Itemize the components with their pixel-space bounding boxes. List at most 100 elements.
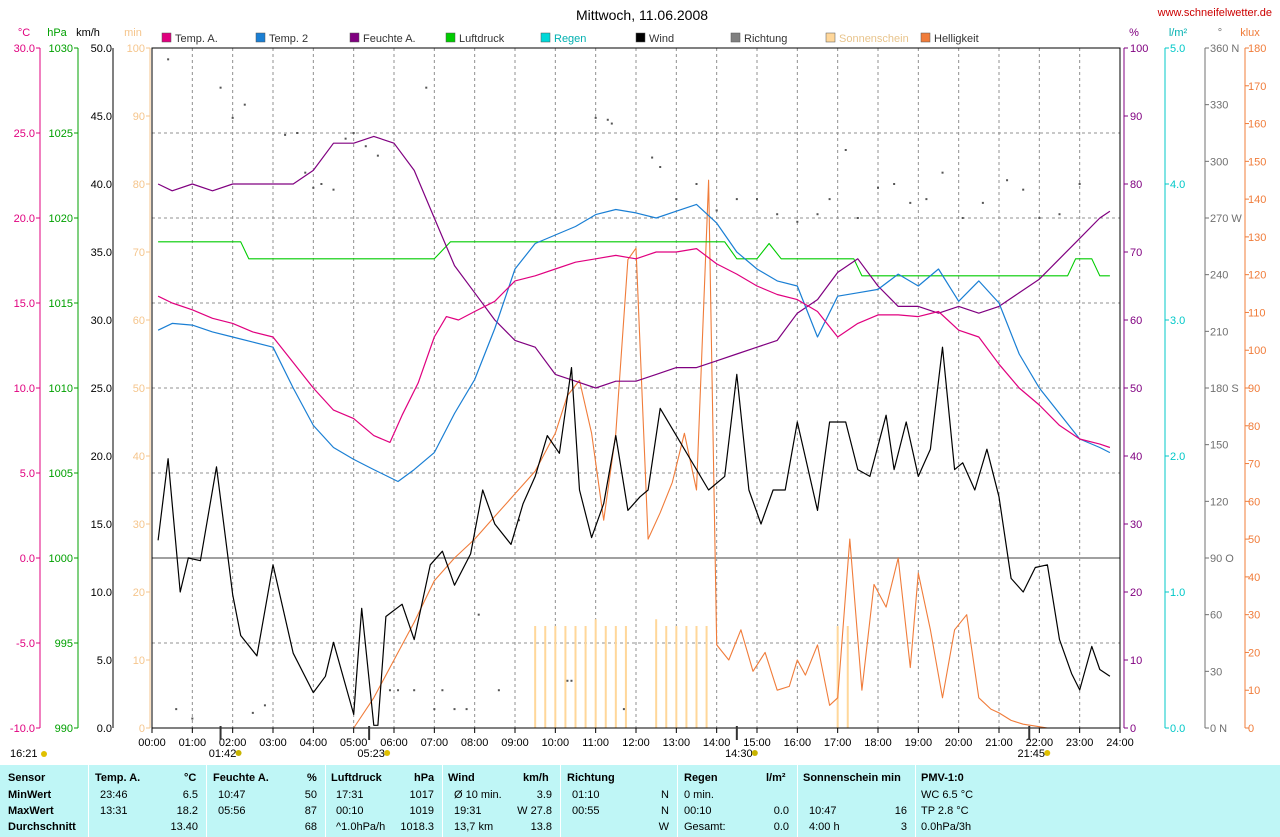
sun-tick-label-5: 50 [133, 383, 145, 395]
x-tick-label-21: 21:00 [985, 737, 1013, 749]
col-temp: Temp. A. [95, 772, 141, 784]
light-tick-label-11: 70 [1248, 459, 1260, 471]
direction-dot-44 [816, 213, 819, 216]
legend: Temp. A. Temp. 2 Feuchte A. Luftdruck Regen W… [161, 32, 979, 45]
stat-maxwert-hum-time: 05:56 [218, 805, 246, 817]
temp-tick-label-3: 15.0 [14, 298, 35, 310]
direction-tick-label-2: 300 [1210, 156, 1228, 168]
x-tick-label-10: 10:00 [542, 737, 570, 749]
direction-dot-29 [566, 679, 569, 682]
light-tick-label-6: 120 [1248, 270, 1266, 282]
sun-tick-label-0: 100 [127, 43, 145, 55]
light-tick-label-14: 40 [1248, 572, 1260, 584]
stat-durchschnitt-dir-val: W [658, 821, 669, 833]
series-line-feuchte-a- [157, 135, 1111, 389]
direction-tick-label-0: 360 N [1210, 43, 1239, 55]
direction-dot-48 [877, 186, 879, 189]
pressure-tick-label-3: 1015 [49, 298, 73, 310]
stat-durchschnitt-pres-time: ^1.0hPa/h [336, 821, 386, 833]
col-humidity-unit: % [307, 772, 317, 784]
col-pressure: Luftdruck [331, 772, 382, 784]
direction-dot-18 [388, 689, 391, 692]
direction-dot-59 [1078, 183, 1081, 185]
direction-dot-36 [659, 166, 662, 168]
humidity-tick-label-0: 100 [1130, 43, 1148, 55]
stat-maxwert-dir-val: N [661, 805, 669, 817]
light-tick-label-7: 110 [1248, 307, 1266, 319]
direction-dot-51 [925, 198, 928, 201]
direction-dot-26 [477, 613, 480, 616]
direction-dot-0 [167, 58, 170, 61]
col-sunshine: Sonnenschein min [803, 772, 901, 784]
light-tick-label-18: 0 [1248, 723, 1254, 735]
temp-tick-label-4: 10.0 [14, 383, 35, 395]
direction-dot-58 [1058, 213, 1061, 216]
temp-tick-label-0: 30.0 [14, 43, 35, 55]
unit-label-1: hPa [47, 27, 67, 39]
direction-dot-55 [1006, 179, 1009, 182]
stat-minwert-pres-val: 1017 [409, 789, 434, 801]
direction-dot-27 [497, 689, 500, 692]
col-temp-unit: °C [184, 772, 197, 784]
series-line-helligkeit [152, 179, 1060, 729]
x-tick-label-15: 15:00 [743, 737, 771, 749]
sun-tick-label-7: 30 [133, 519, 145, 531]
direction-dot-30 [570, 679, 573, 682]
stat-durchschnitt-pres-val: 1018.3 [400, 821, 434, 833]
direction-dot-7 [263, 704, 266, 707]
direction-dot-31 [594, 116, 597, 119]
light-tick-label-8: 100 [1248, 345, 1266, 357]
legend-swatch-3 [445, 32, 456, 43]
stat-durchschnitt-pmv: 0.0hPa/3h [921, 821, 972, 833]
stat-maxwert-temp-time: 13:31 [100, 805, 128, 817]
pressure-tick-label-2: 1020 [49, 213, 73, 225]
direction-dot-52 [941, 171, 944, 174]
light-tick-label-13: 50 [1248, 534, 1260, 546]
direction-dot-23 [441, 689, 444, 692]
temp-tick-label-7: -5.0 [16, 638, 35, 650]
sunrise-icon [384, 750, 391, 756]
stat-durchschnitt-wind-val: 13.8 [530, 821, 552, 833]
wind-tick-label-8: 10.0 [91, 587, 112, 599]
rain-tick-label-5: 0.0 [1170, 723, 1185, 735]
direction-tick-label-10: 60 [1210, 610, 1222, 622]
wind-tick-label-0: 50.0 [91, 43, 112, 55]
light-tick-label-9: 90 [1248, 383, 1260, 395]
x-tick-label-24: 24:00 [1106, 737, 1134, 749]
x-tick-label-8: 08:00 [461, 737, 489, 749]
direction-tick-label-6: 180 S [1210, 383, 1239, 395]
legend-swatch-2 [349, 32, 360, 43]
direction-dot-22 [433, 708, 436, 711]
direction-tick-label-7: 150 [1210, 440, 1228, 452]
unit-label-5: l/m² [1169, 27, 1188, 39]
direction-dot-42 [776, 213, 779, 216]
legend-swatch-1 [255, 32, 266, 43]
light-tick-label-1: 170 [1248, 81, 1266, 93]
direction-dot-6 [251, 711, 254, 714]
temp-tick-label-2: 20.0 [14, 213, 35, 225]
sunrise-label: 05:23 [357, 748, 385, 760]
moonset-label: 14:30 [725, 748, 753, 760]
moonrise-label: 01:42 [209, 748, 237, 760]
pressure-tick-label-6: 1000 [49, 553, 73, 565]
direction-dot-8 [284, 133, 287, 136]
wind-tick-label-5: 25.0 [91, 383, 112, 395]
legend-swatch-4 [540, 32, 551, 43]
series-line-temp-2 [157, 203, 1111, 483]
stat-durchschnitt-sun-val: 3 [900, 821, 907, 833]
sun-tick-label-6: 40 [133, 451, 145, 463]
direction-dot-46 [844, 149, 847, 151]
direction-dot-3 [219, 86, 222, 89]
legend-swatch-0 [161, 32, 172, 43]
sun-tick-label-8: 20 [133, 587, 145, 599]
sun-tick-label-1: 90 [133, 111, 145, 123]
sunset-icon [1044, 750, 1051, 756]
stat-minwert-wind-val: 3.9 [536, 789, 552, 801]
direction-dot-9 [296, 132, 299, 134]
direction-dot-38 [695, 183, 698, 185]
rain-tick-label-1: 4.0 [1170, 179, 1185, 191]
legend-label-1: Temp. 2 [269, 33, 308, 45]
wind-tick-label-6: 20.0 [91, 451, 112, 463]
wind-tick-label-3: 35.0 [91, 247, 112, 259]
pressure-tick-label-4: 1010 [49, 383, 73, 395]
